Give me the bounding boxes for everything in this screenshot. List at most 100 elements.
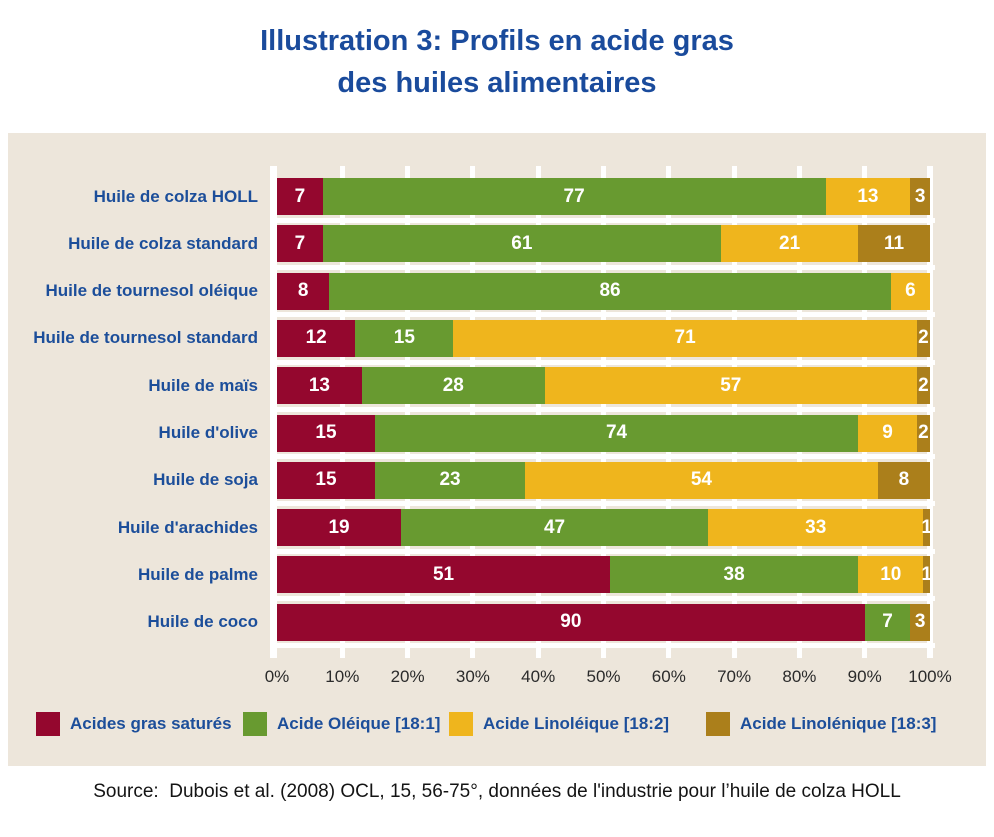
bar-segment: 19: [277, 509, 402, 547]
bar-value-label: 2: [918, 422, 929, 443]
source-text: Dubois et al. (2008) OCL, 15, 56-75°, do…: [169, 781, 901, 802]
chart-title-line2: des huiles alimentaires: [337, 67, 657, 99]
bar-row: 7 77 13 3: [277, 178, 930, 215]
bar-segment: 71: [453, 319, 917, 357]
row-separator: [270, 312, 935, 318]
bar-segment: 2: [916, 319, 930, 357]
bar-row: 7 61 21 11: [277, 225, 930, 263]
bar-value-label: 61: [511, 232, 533, 254]
bar-value-label: 51: [432, 563, 455, 585]
bar-value-label: 2: [918, 327, 929, 349]
gridline-90%: [862, 166, 868, 658]
bar-row: 19 47 33 1: [277, 509, 932, 547]
bar-value-label: 15: [315, 422, 337, 443]
row-separator: [270, 406, 935, 412]
gridline-0%: [270, 166, 277, 658]
bar-segment: 8: [277, 272, 330, 310]
bar-value-label: 23: [439, 469, 461, 491]
bar-value-label: 21: [779, 232, 801, 254]
gridline-40%: [535, 166, 541, 658]
bar-segment: 77: [322, 178, 826, 215]
bar-segment: 1: [921, 556, 932, 594]
bar-segment: 15: [277, 461, 375, 499]
bar-segment: 12: [277, 319, 356, 357]
bar-value-label: 8: [297, 280, 309, 302]
bar-value-label: 90: [560, 611, 582, 633]
x-axis-tick-label: 20%: [390, 667, 425, 686]
bar-value-label: 11: [884, 232, 905, 254]
bar-value-label: 86: [599, 280, 621, 302]
bar-value-label: 47: [543, 516, 566, 538]
gridline-50%: [601, 166, 606, 658]
bar-segment: 7: [277, 225, 323, 263]
bar-value-label: 6: [905, 280, 916, 302]
chart-title: Illustration 3: Profils en acide gras de…: [0, 20, 994, 104]
bar-value-label: 8: [898, 469, 910, 491]
bar-segment: 47: [401, 509, 708, 547]
bar-row: 13 28 57 2: [277, 367, 930, 405]
bar-segment: 13: [825, 178, 911, 215]
gridline-30%: [470, 166, 476, 658]
bar-segment: 9: [858, 414, 917, 452]
x-axis-tick-label: 40%: [521, 667, 556, 686]
bar-segment: 7: [277, 178, 323, 215]
row-separator: [270, 359, 935, 365]
legend-label: Acide Linoléique [18:2]: [483, 714, 670, 733]
bar-segment: 38: [610, 556, 859, 594]
bar-value-label: 54: [690, 469, 712, 491]
bar-row: 15 23 54 8: [277, 461, 930, 499]
category-label: Huile de maïs: [148, 375, 258, 395]
bar-value-label: 3: [914, 611, 926, 633]
bar-value-label: 1: [921, 563, 932, 585]
chart-panel: Huile de colza HOLL 7 77 13 3 Huile de colza …: [8, 133, 986, 766]
bar-value-label: 33: [805, 516, 827, 538]
bar-segment: 7: [864, 603, 911, 641]
row-separator: [270, 643, 935, 649]
bar-value-label: 28: [442, 374, 464, 396]
bar-segment: 11: [858, 225, 930, 263]
bar-segment: 2: [916, 367, 930, 405]
bar-segment: 2: [916, 414, 930, 452]
bar-value-label: 1: [921, 516, 932, 538]
bar-segment: 74: [374, 414, 859, 452]
bar-segment: 57: [544, 367, 917, 405]
x-axis-tick-label: 10%: [325, 667, 360, 686]
gridline-80%: [796, 166, 802, 658]
legend-swatch: [449, 712, 473, 736]
gridline-10%: [339, 166, 345, 658]
bar-segment: 54: [525, 461, 878, 499]
bar-row: 90 7 3: [277, 603, 930, 641]
legend-label: Acide Oléique [18:1]: [277, 714, 441, 733]
category-label: Huile de tournesol oléique: [45, 281, 258, 301]
bar-segment: 21: [721, 225, 859, 263]
bar-value-label: 10: [880, 563, 902, 585]
category-label: Huile de tournesol standard: [33, 328, 258, 348]
category-label: Huile de palme: [138, 564, 258, 584]
row-separator: [270, 454, 935, 460]
source-label: Source:: [93, 781, 159, 802]
x-axis-tick-label: 60%: [651, 667, 686, 686]
bar-row: 8 86 6: [277, 272, 930, 310]
bar-segment: 23: [374, 461, 526, 499]
x-axis-tick-label: 100%: [908, 667, 952, 686]
bar-value-label: 13: [308, 374, 330, 396]
bar-segment: 10: [858, 556, 924, 594]
bar-value-label: 13: [857, 185, 879, 207]
bar-segment: 3: [910, 603, 930, 641]
bar-value-label: 77: [563, 185, 585, 207]
category-label: Huile d'arachides: [117, 517, 258, 537]
gridline-60%: [666, 166, 672, 658]
bar-value-label: 15: [315, 469, 337, 491]
bar-segment: 1: [921, 509, 932, 547]
bar-value-label: 74: [605, 422, 628, 443]
bar-segment: 6: [890, 272, 930, 310]
bar-segment: 51: [277, 556, 611, 594]
bar-value-label: 15: [393, 327, 415, 349]
chart-title-line1: Illustration 3: Profils en acide gras: [260, 25, 734, 57]
gridline-100%: [927, 166, 933, 658]
bar-segment: 90: [277, 603, 865, 641]
gridline-70%: [731, 166, 737, 658]
bar-segment: 86: [329, 272, 891, 310]
bar-segment: 61: [322, 225, 722, 263]
